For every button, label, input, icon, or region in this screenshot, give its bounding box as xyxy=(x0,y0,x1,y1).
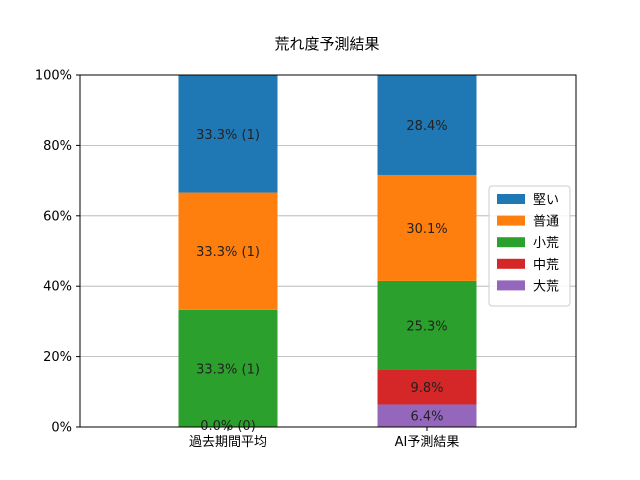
bar-segment xyxy=(178,192,278,310)
bar-segment xyxy=(178,309,278,427)
x-axis: 過去期間平均 AI予測結果 xyxy=(189,427,459,450)
legend-swatch xyxy=(497,258,525,269)
bar-segment xyxy=(377,369,477,405)
y-tick-label: 20% xyxy=(43,350,72,365)
legend-swatch xyxy=(497,215,525,226)
y-axis: 0% 20% 40% 60% 80% 100% xyxy=(35,69,80,436)
legend-label: 大荒 xyxy=(533,279,559,294)
bar-segment xyxy=(178,75,278,193)
legend-swatch xyxy=(497,237,525,248)
data-label: 33.3% (1) xyxy=(196,362,260,377)
y-tick-label: 100% xyxy=(35,69,72,84)
legend-label: 堅い xyxy=(533,193,559,208)
bar-segment xyxy=(377,174,477,281)
legend-swatch xyxy=(497,280,525,291)
bars xyxy=(178,75,477,427)
y-tick-label: 60% xyxy=(43,209,72,224)
legend-label: 普通 xyxy=(533,215,559,230)
data-label: 6.4% xyxy=(410,410,443,425)
bar-segment xyxy=(377,404,477,427)
chart-title: 荒れ度予測結果 xyxy=(274,35,379,53)
data-label: 25.3% xyxy=(406,319,447,334)
x-tick-label: 過去期間平均 xyxy=(189,435,267,450)
data-label: 28.4% xyxy=(406,119,447,134)
y-tick-label: 80% xyxy=(43,139,72,154)
legend-label: 小荒 xyxy=(533,236,559,251)
bar-segment xyxy=(377,75,477,175)
bar-segment xyxy=(377,280,477,370)
data-label: 9.8% xyxy=(410,381,443,396)
legend-swatch xyxy=(497,194,525,204)
data-label: 30.1% xyxy=(406,222,447,237)
y-tick-label: 40% xyxy=(43,280,72,295)
data-label: 33.3% (1) xyxy=(196,245,260,260)
legend-label: 中荒 xyxy=(533,258,559,273)
plot-frame xyxy=(79,74,577,428)
x-tick-label: AI予測結果 xyxy=(395,435,460,450)
y-tick-label: 0% xyxy=(51,421,72,436)
data-label: 33.3% (1) xyxy=(196,128,260,143)
bar-labels: 33.3% (1) 33.3% (1) 33.3% (1) 6.4% 9.8% 25.3%… xyxy=(196,119,448,434)
